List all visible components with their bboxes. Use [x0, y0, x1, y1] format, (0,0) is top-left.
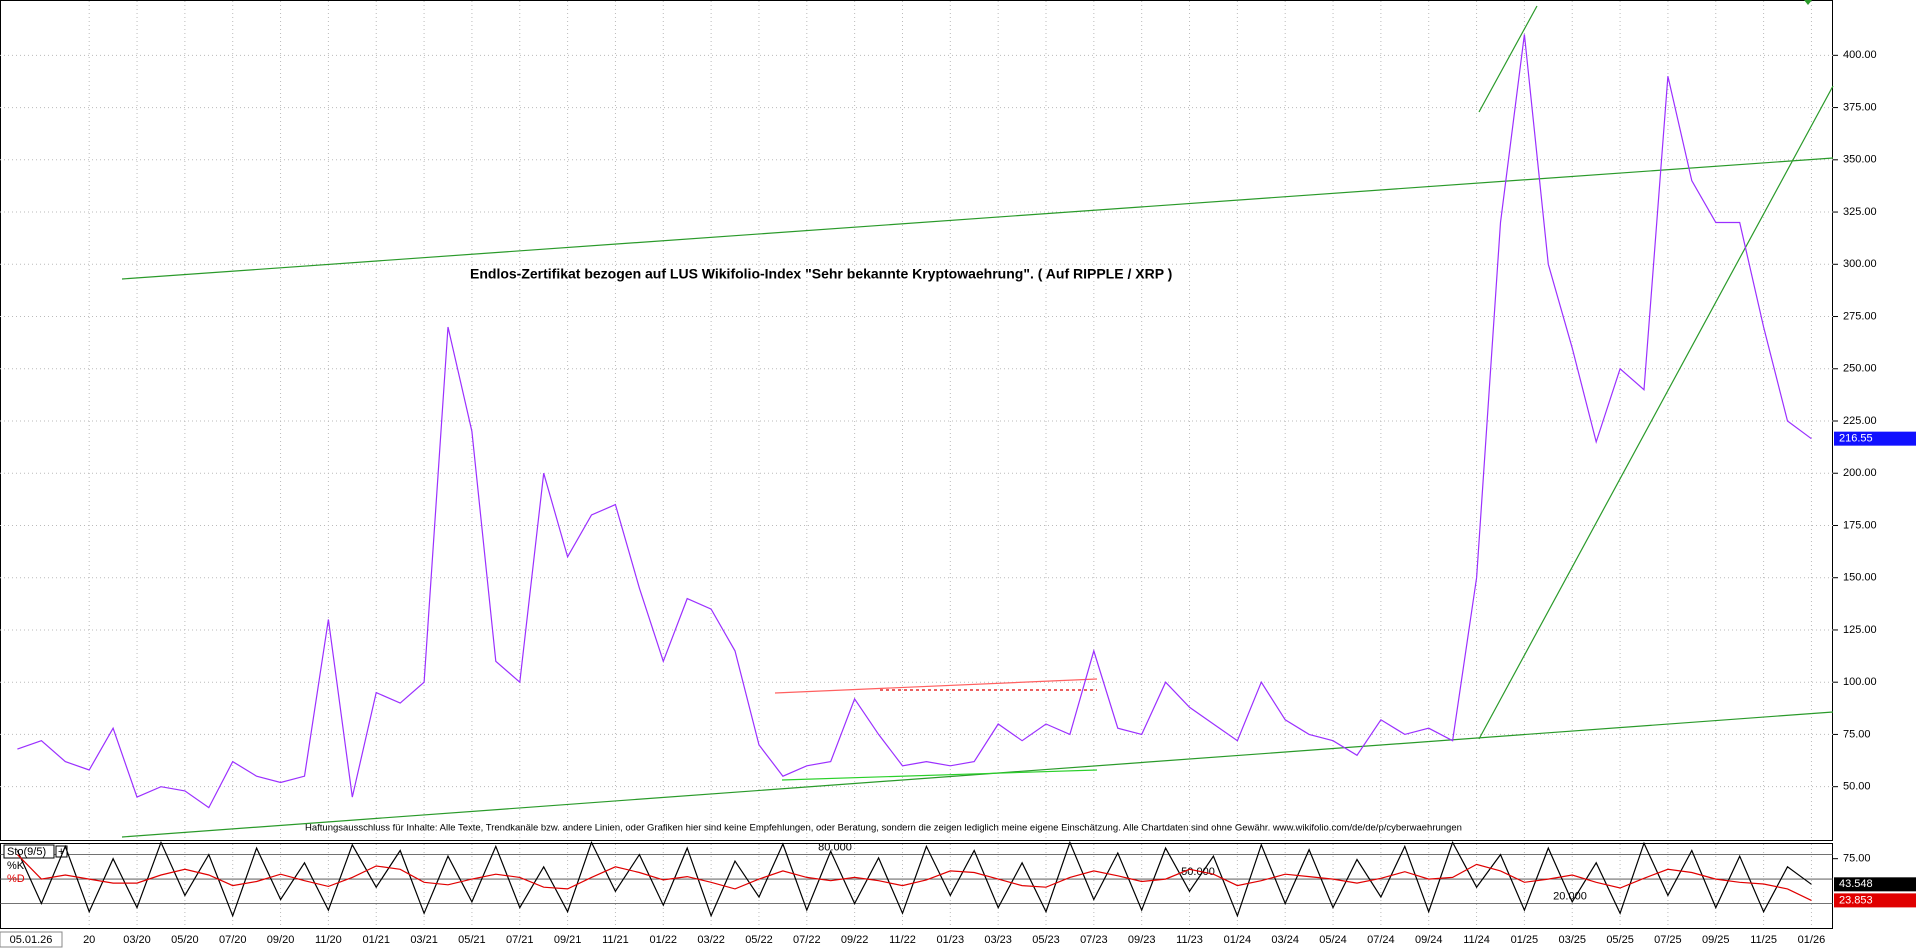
y-tick-label: 175.00	[1843, 519, 1877, 531]
trendlines	[121, 0, 1834, 838]
x-tick-label: 05/23	[1032, 934, 1060, 946]
y-tick-label: 200.00	[1843, 467, 1877, 479]
chart-title: Endlos-Zertifikat bezogen auf LUS Wikifo…	[470, 266, 1172, 282]
series-line	[16, 840, 1812, 918]
y-tick-label: 400.00	[1843, 49, 1877, 61]
stoch-legend-box	[3, 844, 55, 859]
x-tick-label: 03/20	[123, 934, 151, 946]
x-tick-label: 03/24	[1271, 934, 1299, 946]
x-tick-label: 07/24	[1367, 934, 1395, 946]
y-tick-label: 325.00	[1843, 206, 1877, 218]
marker	[1804, 0, 1812, 5]
trend-steep	[1478, 85, 1834, 740]
disclaimer: Haftungsausschluss für Inhalte: Alle Tex…	[305, 823, 1462, 834]
x-tick-label: 07/23	[1080, 934, 1108, 946]
y-tick-label: 75.00	[1843, 853, 1871, 865]
y-tick-label: 125.00	[1843, 624, 1877, 636]
x-tick-label: 05/25	[1606, 934, 1634, 946]
x-tick-label: 09/20	[267, 934, 295, 946]
stoch-panel	[0, 843, 1833, 929]
level-label: 50.000	[1181, 866, 1215, 878]
trend-upper	[121, 157, 1834, 280]
x-tick-label: 11/22	[889, 934, 916, 946]
x-tick-label: 05/22	[745, 934, 773, 946]
x-tick-label: 11/25	[1750, 934, 1777, 946]
x-tick-label: 05/20	[171, 934, 199, 946]
x-tick-label: 09/22	[841, 934, 869, 946]
y-tick-label: 275.00	[1843, 310, 1877, 322]
x-tick-label: 07/25	[1654, 934, 1682, 946]
x-tick-label: 01/24	[1224, 934, 1252, 946]
date-label: 05.01.26	[10, 934, 53, 946]
x-tick-label: 03/25	[1558, 934, 1586, 946]
x-tick-label: 01/21	[362, 934, 390, 946]
x-tick-label: 11/21	[602, 934, 629, 946]
legend-label: %K	[7, 860, 25, 872]
x-tick-label: 09/24	[1415, 934, 1443, 946]
x-tick-label: 11/23	[1176, 934, 1203, 946]
last-value-box	[1834, 893, 1916, 908]
series-line	[16, 854, 1812, 901]
x-tick-label: 20	[83, 934, 95, 946]
x-tick-label: 01/22	[650, 934, 678, 946]
trend-lower	[121, 711, 1834, 838]
y-tick-label: 350.00	[1843, 154, 1877, 166]
stoch-title: Sto(9/5)	[7, 846, 46, 858]
series-line	[17, 34, 1812, 809]
level-label: 80.000	[818, 842, 852, 854]
x-tick-label: 03/21	[410, 934, 438, 946]
x-tick-label: 01/25	[1511, 934, 1539, 946]
x-tick-label: 09/23	[1128, 934, 1156, 946]
last-value-label: 23.853	[1839, 894, 1873, 906]
y-tick-label: 75.00	[1843, 728, 1871, 740]
x-tick-label: 07/20	[219, 934, 247, 946]
last-value-label: 43.548	[1839, 878, 1873, 890]
date-box	[0, 931, 63, 948]
x-tick-label: 09/25	[1702, 934, 1730, 946]
support-line	[781, 769, 1098, 781]
y-tick-label: 250.00	[1843, 363, 1877, 375]
red-line	[774, 678, 1098, 694]
y-tick-label: 300.00	[1843, 258, 1877, 270]
expand-icon[interactable]: +	[58, 846, 64, 858]
last-value-box	[1834, 431, 1916, 446]
x-tick-label: 05/24	[1319, 934, 1347, 946]
last-value-label: 216.55	[1839, 433, 1873, 445]
x-tick-label: 03/23	[984, 934, 1012, 946]
x-tick-label: 07/21	[506, 934, 534, 946]
y-tick-label: 375.00	[1843, 101, 1877, 113]
legend-label: %D	[7, 873, 25, 885]
x-tick-label: 01/26	[1798, 934, 1826, 946]
x-tick-label: 11/20	[315, 934, 342, 946]
last-value-box	[1834, 877, 1916, 892]
x-tick-label: 01/23	[937, 934, 965, 946]
x-tick-label: 11/24	[1463, 934, 1490, 946]
y-tick-label: 225.00	[1843, 415, 1877, 427]
y-tick-label: 150.00	[1843, 572, 1877, 584]
x-tick-label: 09/21	[554, 934, 582, 946]
trend-top	[1478, 5, 1538, 113]
y-tick-label: 50.00	[1843, 781, 1871, 793]
x-tick-label: 05/21	[458, 934, 486, 946]
x-tick-label: 03/22	[697, 934, 725, 946]
x-tick-label: 07/22	[793, 934, 821, 946]
y-tick-label: 100.00	[1843, 676, 1877, 688]
